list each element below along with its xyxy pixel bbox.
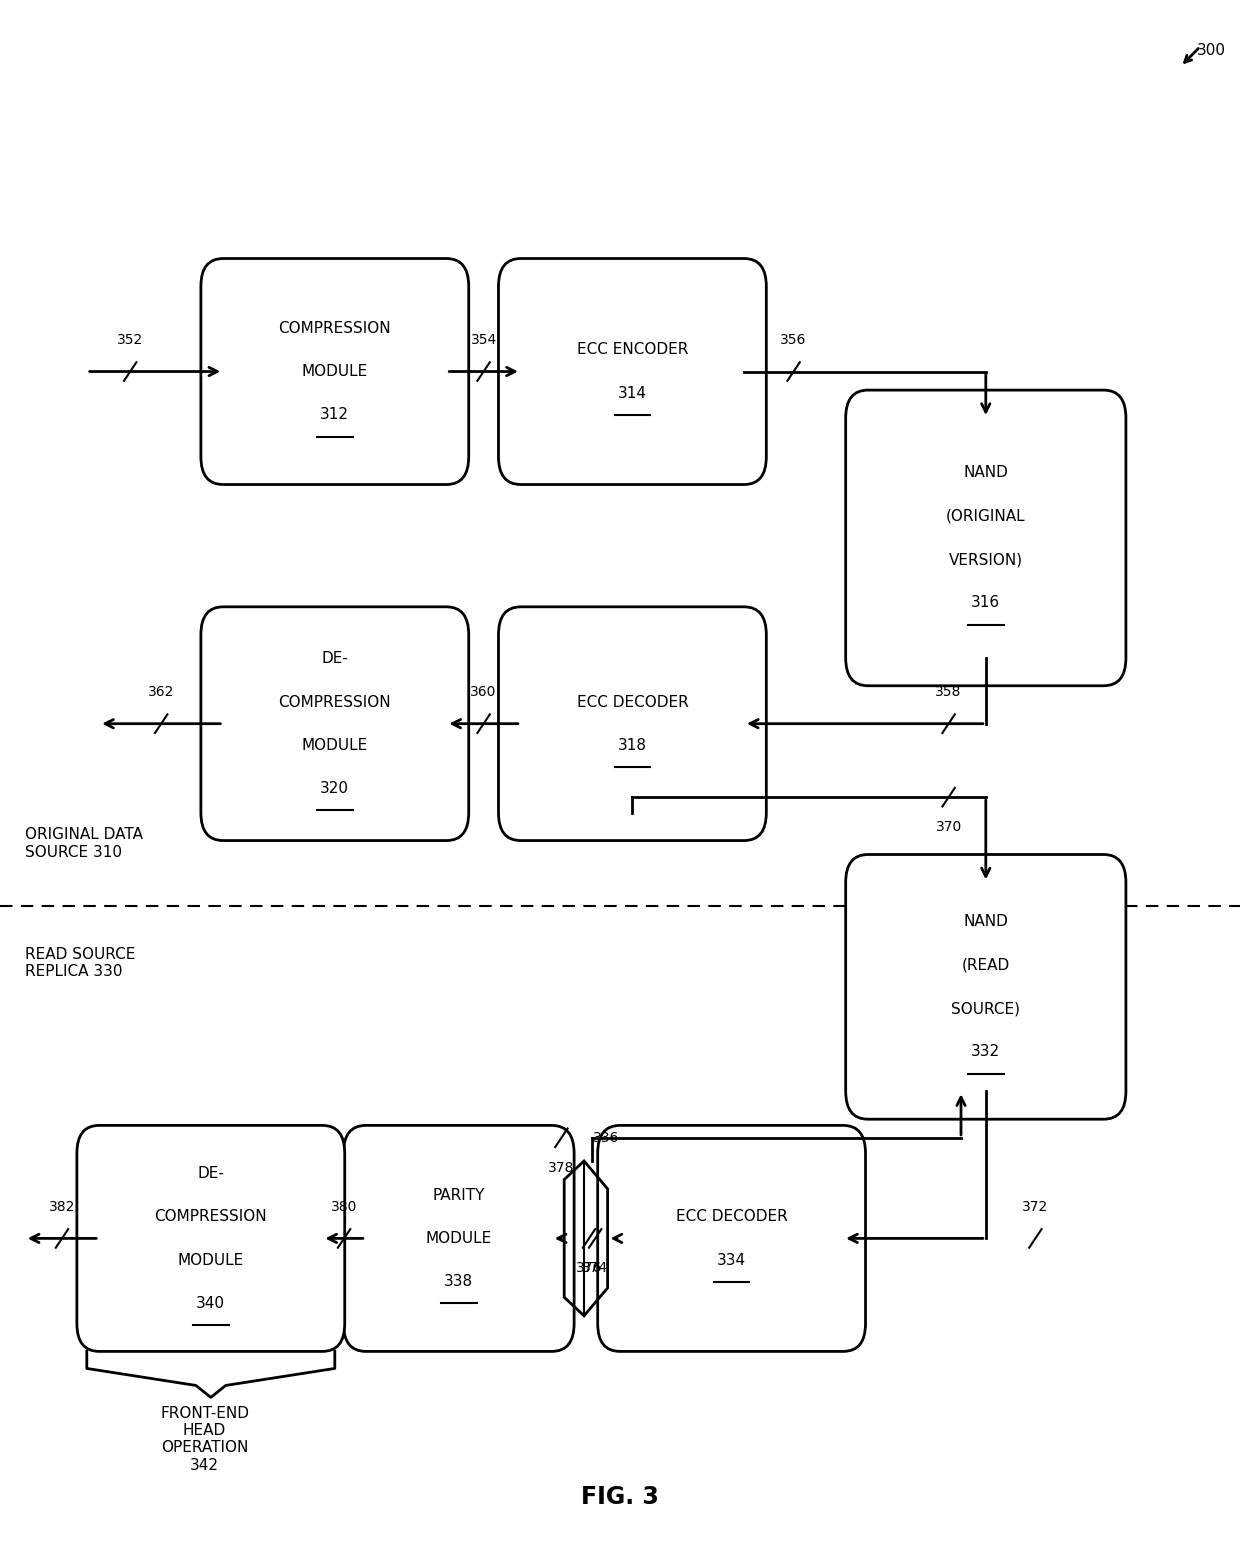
Text: 354: 354	[470, 333, 497, 347]
FancyBboxPatch shape	[343, 1125, 574, 1351]
Text: 336: 336	[593, 1132, 619, 1146]
Text: FIG. 3: FIG. 3	[582, 1485, 658, 1509]
Text: MODULE: MODULE	[301, 364, 368, 379]
FancyBboxPatch shape	[846, 854, 1126, 1119]
Text: SOURCE): SOURCE)	[951, 1002, 1021, 1015]
FancyBboxPatch shape	[77, 1125, 345, 1351]
Text: 378: 378	[548, 1161, 574, 1175]
Text: 316: 316	[971, 596, 1001, 610]
Text: 334: 334	[717, 1252, 746, 1268]
Text: 352: 352	[117, 333, 144, 347]
Text: ECC DECODER: ECC DECODER	[676, 1209, 787, 1224]
Text: 318: 318	[618, 738, 647, 752]
Text: 340: 340	[196, 1296, 226, 1311]
Text: READ SOURCE
REPLICA 330: READ SOURCE REPLICA 330	[25, 947, 135, 978]
Text: COMPRESSION: COMPRESSION	[279, 320, 391, 336]
Text: 300: 300	[1197, 43, 1225, 59]
FancyBboxPatch shape	[201, 259, 469, 485]
Text: (READ: (READ	[962, 958, 1009, 972]
FancyBboxPatch shape	[498, 607, 766, 841]
Text: 382: 382	[48, 1200, 76, 1214]
Text: VERSION): VERSION)	[949, 553, 1023, 567]
Text: 374: 374	[582, 1262, 609, 1276]
Text: 312: 312	[320, 407, 350, 423]
Text: 376: 376	[575, 1262, 603, 1276]
Text: PARITY: PARITY	[433, 1187, 485, 1203]
Text: (ORIGINAL: (ORIGINAL	[946, 509, 1025, 523]
FancyBboxPatch shape	[846, 390, 1126, 686]
Text: COMPRESSION: COMPRESSION	[279, 695, 391, 709]
Text: DE-: DE-	[321, 652, 348, 666]
Text: 314: 314	[618, 385, 647, 401]
Text: ECC ENCODER: ECC ENCODER	[577, 342, 688, 358]
FancyBboxPatch shape	[598, 1125, 866, 1351]
Text: 372: 372	[1022, 1200, 1049, 1214]
Text: COMPRESSION: COMPRESSION	[155, 1209, 267, 1224]
Text: ECC DECODER: ECC DECODER	[577, 695, 688, 709]
Text: MODULE: MODULE	[425, 1231, 492, 1246]
Text: MODULE: MODULE	[301, 738, 368, 752]
Text: 358: 358	[935, 684, 962, 698]
FancyBboxPatch shape	[201, 607, 469, 841]
Text: 338: 338	[444, 1274, 474, 1289]
FancyBboxPatch shape	[498, 259, 766, 485]
Text: 362: 362	[148, 684, 175, 698]
Text: NAND: NAND	[963, 466, 1008, 480]
Text: 356: 356	[780, 333, 807, 347]
Text: 320: 320	[320, 782, 350, 796]
Text: 380: 380	[331, 1200, 357, 1214]
Text: 360: 360	[470, 684, 497, 698]
Text: NAND: NAND	[963, 915, 1008, 929]
Text: FRONT-END
HEAD
OPERATION
342: FRONT-END HEAD OPERATION 342	[160, 1406, 249, 1472]
Text: MODULE: MODULE	[177, 1252, 244, 1268]
Text: DE-: DE-	[197, 1166, 224, 1181]
Text: 370: 370	[935, 820, 962, 834]
Text: ORIGINAL DATA
SOURCE 310: ORIGINAL DATA SOURCE 310	[25, 828, 143, 859]
Text: 332: 332	[971, 1045, 1001, 1059]
